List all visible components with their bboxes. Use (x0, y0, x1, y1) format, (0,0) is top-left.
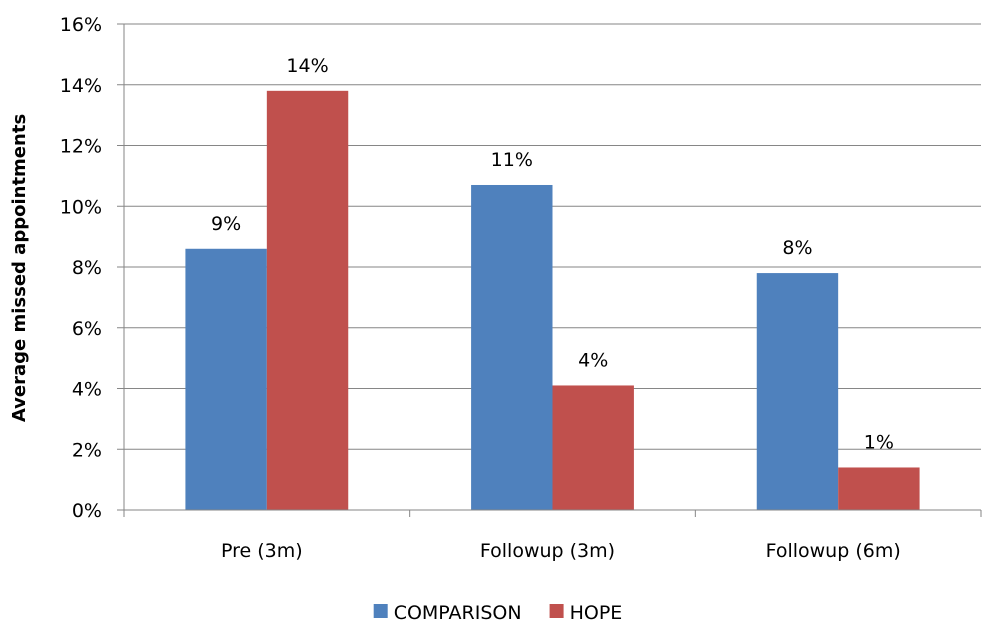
data-label: 8% (782, 237, 812, 259)
x-tick-label: Followup (3m) (480, 540, 615, 562)
axes (117, 23, 982, 517)
y-tick-label: 16% (60, 14, 102, 36)
y-axis-title: Average missed appointments (9, 114, 30, 422)
data-label: 4% (578, 349, 608, 371)
legend-label: HOPE (570, 602, 623, 624)
legend-swatch (373, 604, 388, 618)
x-tick-label: Pre (3m) (221, 540, 303, 562)
data-labels: 9% 14% 11% 4% 8% 1% (211, 55, 894, 454)
y-tick-label: 0% (72, 500, 102, 522)
data-label: 14% (286, 55, 328, 77)
bar-hope (838, 467, 920, 510)
y-tick-label: 12% (60, 136, 102, 158)
y-tick-label: 2% (72, 439, 102, 461)
data-label: 11% (491, 149, 533, 171)
x-tick-label: Followup (6m) (766, 540, 901, 562)
data-label: 1% (864, 431, 894, 453)
y-tick-label: 8% (72, 257, 102, 279)
bar-hope (266, 90, 349, 510)
data-label: 9% (211, 213, 241, 235)
bar-comparison (471, 184, 553, 511)
bar-hope (552, 385, 634, 510)
y-tick-labels: 0% 2% 4% 6% 8% 10% 12% 14% 16% (60, 14, 102, 522)
legend-label: COMPARISON (394, 602, 522, 624)
y-tick-label: 6% (72, 318, 102, 340)
y-tick-label: 14% (60, 75, 102, 97)
legend: COMPARISON HOPE (373, 602, 623, 624)
y-tick-label: 4% (72, 379, 102, 401)
legend-item-hope: HOPE (549, 602, 623, 624)
legend-item-comparison: COMPARISON (373, 602, 522, 624)
bars (185, 90, 920, 511)
bar-comparison (756, 273, 839, 510)
bar-comparison (185, 248, 267, 510)
legend-swatch (549, 604, 564, 618)
y-tick-label: 10% (60, 196, 102, 218)
x-tick-labels: Pre (3m) Followup (3m) Followup (6m) (221, 540, 901, 562)
